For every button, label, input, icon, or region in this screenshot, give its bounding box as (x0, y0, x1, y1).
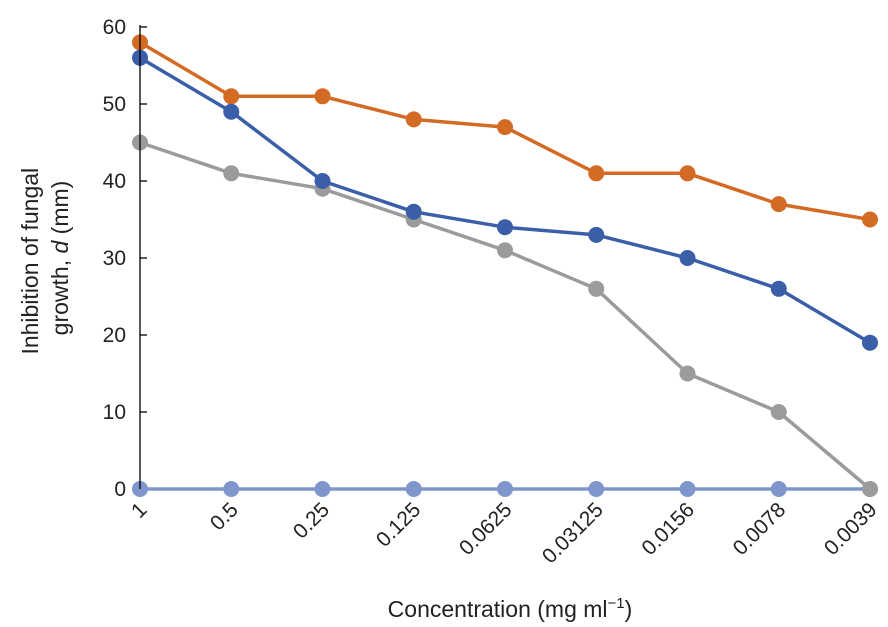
data-point (405, 481, 422, 497)
y-tick-label: 20 (103, 324, 126, 347)
series-2 (132, 134, 878, 497)
data-point (770, 280, 787, 297)
series-3 (132, 34, 878, 228)
data-point (770, 404, 787, 420)
data-point (862, 334, 878, 351)
y-axis-ticks: 0 10 20 30 40 50 60 (103, 16, 147, 501)
x-tick-label: 0.125 (372, 498, 425, 551)
data-point (314, 173, 331, 189)
x-tick-label: 0.0156 (637, 498, 699, 560)
data-point (679, 365, 696, 382)
data-point (223, 481, 240, 497)
x-axis-title-main: Concentration (mg ml (388, 596, 608, 622)
data-point (497, 481, 513, 497)
series-layer (132, 34, 878, 497)
data-point (862, 211, 878, 228)
data-point (405, 111, 422, 128)
data-point (497, 242, 513, 259)
y-tick-label: 40 (103, 170, 126, 193)
data-point (314, 88, 331, 105)
x-axis-title-superscript: −1 (608, 595, 625, 612)
y-axis-title-unit: (mm) (47, 181, 73, 241)
data-point (679, 481, 696, 497)
x-tick-label: 0.25 (289, 498, 334, 543)
x-tick-label: 0.0625 (455, 498, 517, 560)
x-tick-label: 0.0039 (820, 498, 882, 560)
data-point (679, 250, 696, 266)
data-point (497, 219, 513, 236)
x-tick-label: 1 (127, 498, 152, 523)
x-axis-title-close: ) (625, 596, 633, 622)
x-tick-label: 0.5 (206, 498, 243, 535)
y-tick-label: 30 (103, 247, 126, 270)
x-tick-label: 0.0078 (729, 498, 791, 560)
data-point (405, 203, 422, 220)
y-axis-title: Inhibition of fungal growth, d (mm) (17, 161, 73, 354)
y-axis-title-line1: Inhibition of fungal (17, 168, 43, 355)
data-point (588, 226, 605, 243)
y-tick-label: 50 (103, 93, 126, 116)
data-point (314, 481, 331, 497)
data-point (223, 88, 240, 105)
data-point (862, 481, 878, 497)
data-point (770, 196, 787, 213)
y-tick-label: 60 (103, 16, 126, 39)
data-point (770, 481, 787, 497)
data-point (588, 280, 605, 297)
series-line (139, 56, 871, 345)
x-axis-ticks: 1 0.5 0.25 0.125 0.0625 0.03125 0.0156 0.0078 0.… (127, 498, 882, 568)
y-tick-label: 0 (114, 478, 126, 501)
y-tick-label: 10 (103, 401, 126, 424)
y-axis-title-variable: d (47, 240, 73, 254)
data-point (223, 103, 240, 120)
x-tick-label: 0.03125 (538, 498, 608, 568)
data-point (223, 165, 240, 182)
data-point (679, 165, 696, 182)
y-axis-title-line2: growth, d (mm) (47, 181, 73, 336)
data-point (588, 165, 605, 182)
series-line (139, 140, 872, 491)
series-1 (132, 481, 878, 497)
y-axis-title-prefix: growth, (47, 254, 73, 336)
x-axis-title: Concentration (mg ml−1) (388, 595, 633, 622)
data-point (588, 481, 605, 497)
data-point (497, 119, 513, 136)
